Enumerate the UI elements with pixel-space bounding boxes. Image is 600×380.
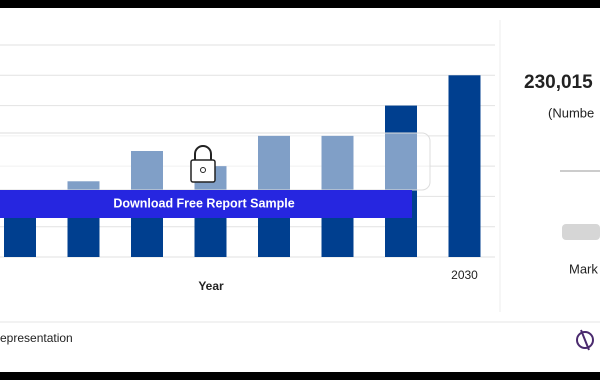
bar: [448, 75, 481, 258]
lock-hole: [200, 167, 206, 173]
lock-body: [190, 159, 216, 183]
stat-value: 230,015: [524, 72, 593, 93]
download-button[interactable]: Download Free Report Sample: [0, 190, 412, 218]
button-bg: [0, 190, 412, 218]
stat-label: Mark: [569, 261, 598, 276]
x-tick-label: 2030: [451, 268, 478, 282]
button-label[interactable]: Download Free Report Sample: [113, 196, 294, 210]
blurred-text: [562, 224, 600, 240]
bottom-border: [0, 372, 600, 380]
footer-note: epresentation: [0, 331, 73, 345]
top-border: [0, 0, 600, 8]
stat-unit: (Numbe: [548, 105, 594, 120]
logo: [576, 329, 594, 351]
lock-icon: [190, 145, 216, 183]
lock-shackle: [194, 145, 212, 160]
x-axis-title: Year: [198, 279, 224, 293]
